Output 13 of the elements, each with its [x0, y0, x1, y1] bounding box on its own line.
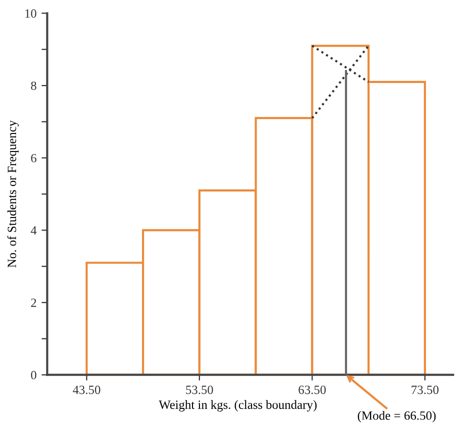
x-tick-label: 43.50	[72, 386, 100, 394]
y-tick-label: 4	[30, 226, 37, 235]
x-tick-label: 53.50	[186, 386, 214, 394]
y-axis-title: No. of Students or Frequency	[7, 120, 19, 268]
x-tick-label: 73.50	[412, 386, 439, 394]
y-tick-label: 2	[31, 298, 36, 307]
y-tick-label: 6	[31, 154, 36, 162]
y-tick-label: 10	[25, 9, 36, 18]
y-tick-label: 8	[31, 82, 36, 90]
x-axis-title: Weight in kgs. (class boundary)	[158, 400, 317, 412]
annotation: (Mode = 66.50)	[358, 411, 436, 422]
x-tick-label: 63.50	[298, 386, 326, 394]
y-tick-label: 0	[31, 370, 36, 380]
